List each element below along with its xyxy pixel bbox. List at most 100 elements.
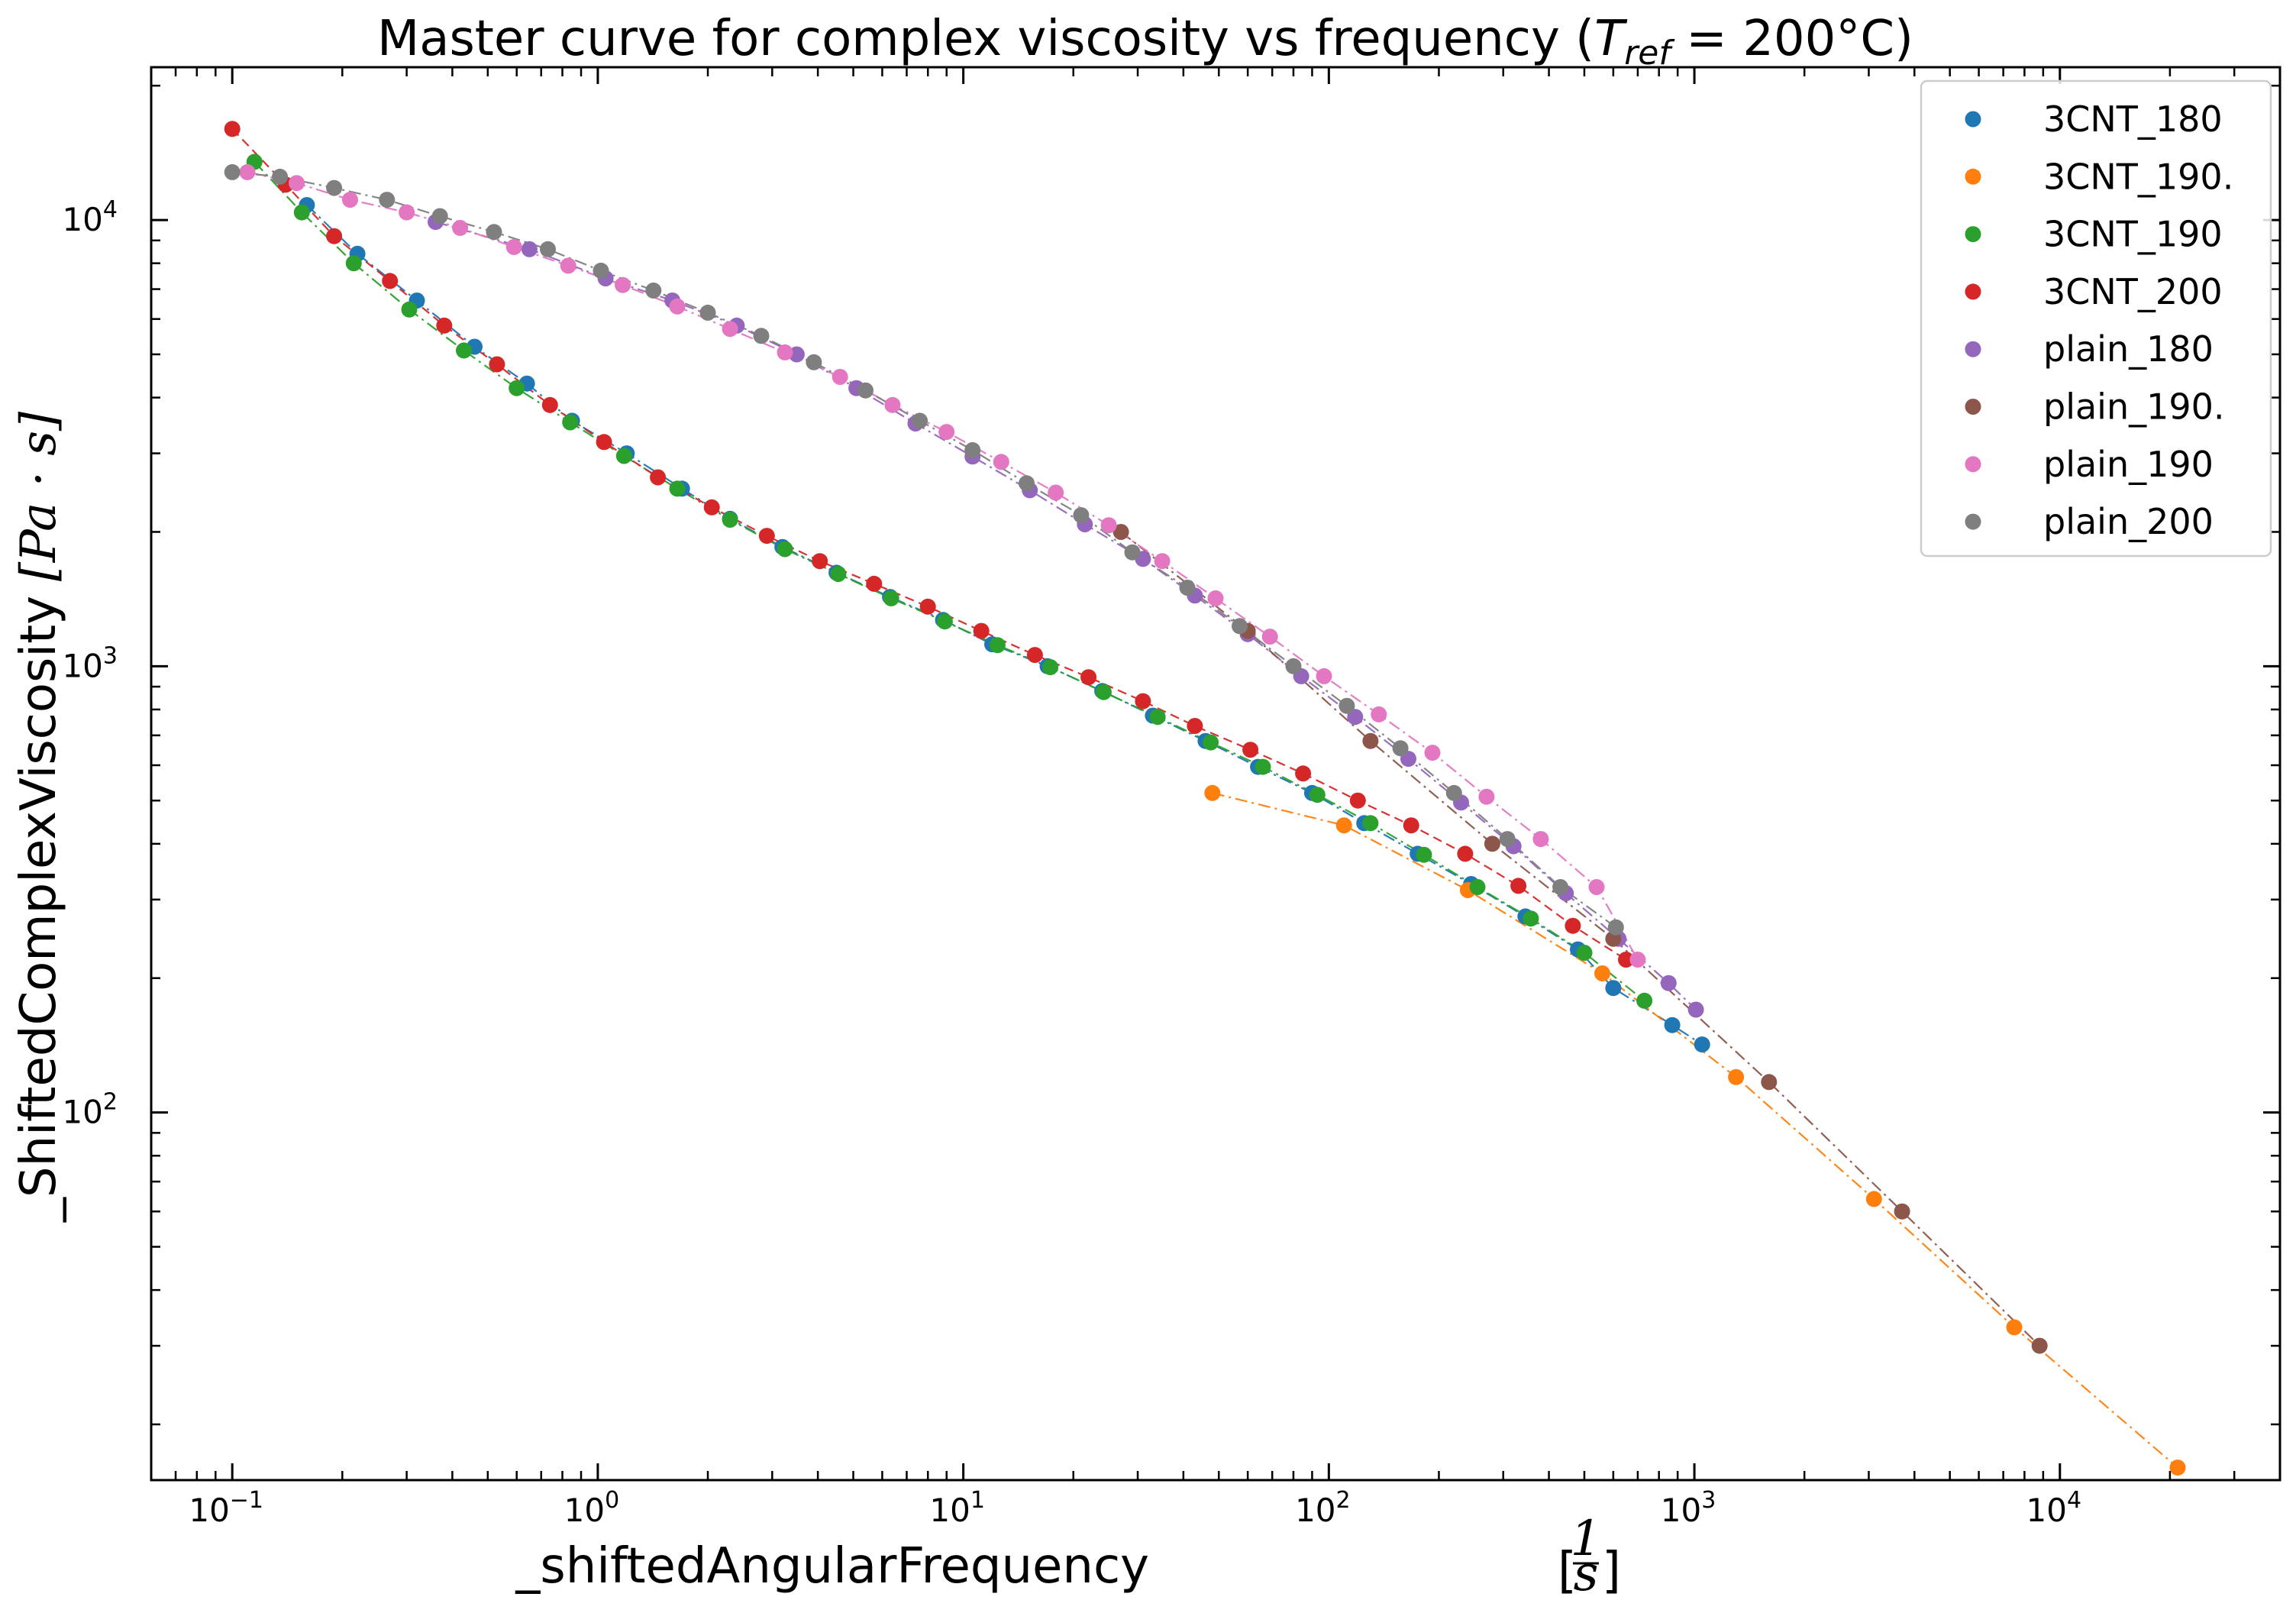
- data-point-3CNT_190: [777, 541, 793, 558]
- data-point-3CNT_200: [703, 499, 720, 516]
- legend-marker: [1965, 111, 1981, 128]
- x-tick-label-exponent: 4: [2067, 1487, 2081, 1514]
- data-point-3CNT_190: [345, 255, 362, 272]
- legend-marker: [1965, 226, 1981, 243]
- data-point-plain_190: [1588, 879, 1605, 895]
- data-point-plain_200: [1179, 580, 1196, 596]
- data-point-3CNT_190: [1095, 684, 1112, 700]
- x-axis-unit: [ 1 s ]: [1558, 1511, 1621, 1602]
- data-point-3CNT_190.: [2006, 1319, 2023, 1336]
- data-point-plain_190: [452, 219, 469, 236]
- data-point-plain_190: [722, 321, 738, 338]
- data-point-3CNT_200: [758, 528, 775, 545]
- data-point-plain_180: [1347, 709, 1364, 726]
- x-tick-label-exponent: −1: [230, 1487, 263, 1514]
- data-point-3CNT_190: [1523, 910, 1539, 927]
- data-point-plain_190: [1316, 668, 1332, 684]
- data-point-3CNT_190.: [2169, 1459, 2186, 1476]
- data-point-plain_190: [1629, 952, 1646, 968]
- data-point-plain_180: [1660, 975, 1677, 991]
- series-line-plain_190: [247, 171, 1639, 961]
- data-point-plain_200: [1019, 475, 1035, 492]
- data-point-3CNT_200: [1618, 952, 1634, 968]
- y-tick-label-exponent: 4: [103, 196, 118, 223]
- legend-label: plain_200: [2043, 501, 2214, 542]
- chart-title-close: ): [1894, 11, 1913, 67]
- data-point-3CNT_190: [669, 480, 686, 497]
- data-point-3CNT_180: [1664, 1017, 1681, 1033]
- data-point-3CNT_190: [722, 512, 738, 528]
- data-point-3CNT_200: [1242, 742, 1259, 758]
- data-point-3CNT_190.: [1594, 965, 1610, 981]
- y-tick-label-base: 10: [62, 201, 102, 238]
- y-axis-label: _ShiftedComplexViscosity: [11, 596, 67, 1223]
- x-tick-label-base: 10: [564, 1492, 605, 1529]
- data-point-3CNT_190: [1149, 709, 1166, 726]
- x-tick-label: 100: [564, 1487, 620, 1529]
- x-tick-label-exponent: 2: [1336, 1487, 1351, 1514]
- data-point-plain_200: [431, 208, 448, 225]
- series-line-plain_180: [435, 221, 1697, 1010]
- x-tick-label: 102: [1295, 1487, 1351, 1529]
- series-line-3CNT_180: [306, 204, 1703, 1046]
- data-point-3CNT_200: [1187, 718, 1203, 734]
- data-point-3CNT_190: [456, 342, 472, 359]
- data-point-plain_180: [1687, 1001, 1704, 1018]
- x-tick-label-exponent: 0: [605, 1487, 619, 1514]
- legend-marker: [1965, 513, 1981, 530]
- data-point-plain_190: [993, 454, 1009, 470]
- data-point-plain_200: [1392, 740, 1409, 757]
- data-point-3CNT_200: [436, 317, 453, 334]
- y-tick-label: 103: [62, 642, 118, 684]
- data-point-3CNT_190: [509, 380, 525, 396]
- series-line-plain_190.: [1120, 531, 2040, 1346]
- data-point-plain_190: [560, 257, 576, 274]
- data-point-3CNT_200: [1026, 647, 1043, 664]
- data-point-3CNT_200: [382, 273, 399, 289]
- data-point-plain_200: [699, 304, 716, 321]
- x-tick-label-exponent: 1: [970, 1487, 985, 1514]
- x-tick-label-exponent: 3: [1701, 1487, 1716, 1514]
- data-point-3CNT_180: [1605, 980, 1622, 997]
- data-point-3CNT_190.: [1728, 1068, 1745, 1085]
- y-tick-label-exponent: 3: [103, 642, 118, 669]
- chart-title-math-rest: = 200°C: [1671, 11, 1894, 67]
- data-point-plain_200: [1232, 618, 1248, 635]
- data-point-plain_190: [239, 163, 256, 180]
- data-point-plain_190: [399, 204, 415, 221]
- data-point-plain_200: [964, 441, 981, 458]
- legend-label: 3CNT_180: [2043, 99, 2223, 140]
- data-point-plain_190.: [1112, 524, 1129, 540]
- legend-label: plain_190.: [2043, 386, 2225, 428]
- data-point-plain_190: [1207, 590, 1224, 606]
- data-point-plain_200: [753, 328, 770, 344]
- legend: 3CNT_180 3CNT_190. 3CNT_190 3CNT_200 plain_1…: [1920, 79, 2272, 558]
- legend-marker: [1965, 168, 1981, 185]
- data-point-plain_200: [645, 282, 662, 299]
- data-point-3CNT_200: [1295, 765, 1312, 782]
- data-point-plain_190: [615, 276, 631, 293]
- x-tick-label: 104: [2026, 1487, 2082, 1529]
- data-point-plain_200: [224, 163, 241, 180]
- data-point-plain_190: [938, 424, 955, 441]
- data-point-3CNT_200: [973, 622, 990, 639]
- data-point-plain_190: [1261, 629, 1278, 645]
- data-point-plain_200: [1124, 544, 1141, 561]
- data-point-3CNT_200: [541, 396, 558, 413]
- x-tick-label-base: 10: [929, 1492, 970, 1529]
- data-point-plain_180: [521, 241, 538, 257]
- y-axis-unit: [Pa · s]: [11, 411, 67, 581]
- y-tick-label: 102: [62, 1089, 118, 1131]
- data-point-3CNT_190: [615, 448, 632, 464]
- data-point-plain_200: [540, 241, 556, 257]
- data-point-plain_190: [1478, 788, 1495, 805]
- legend-marker: [1965, 456, 1981, 473]
- y-tick-label: 104: [62, 196, 118, 238]
- legend-label: 3CNT_190: [2043, 214, 2223, 255]
- legend-label: plain_190: [2043, 444, 2214, 485]
- series-lines: [231, 128, 2178, 1469]
- data-point-plain_190: [342, 192, 358, 208]
- data-point-3CNT_200: [812, 553, 828, 570]
- data-point-plain_190.: [1894, 1203, 1910, 1220]
